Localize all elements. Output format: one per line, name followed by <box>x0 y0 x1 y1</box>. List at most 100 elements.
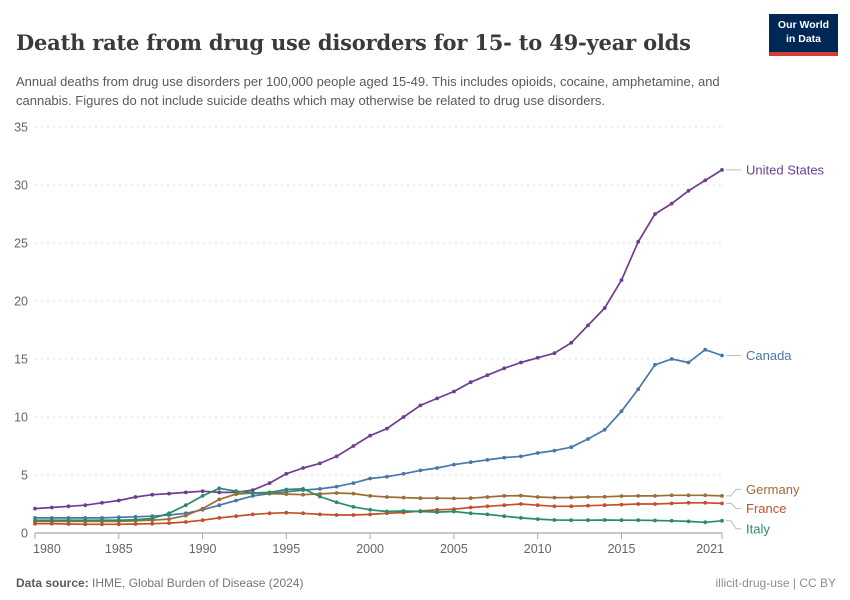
data-point <box>49 518 54 523</box>
data-point <box>267 481 272 485</box>
data-point <box>569 495 574 500</box>
data-point <box>669 493 674 498</box>
data-point <box>418 468 423 473</box>
data-point <box>686 360 691 365</box>
data-point <box>586 495 590 499</box>
y-tick-label: 10 <box>14 411 28 425</box>
series-france[interactable]: France <box>33 500 786 527</box>
data-point <box>485 458 490 462</box>
data-point <box>586 518 590 523</box>
data-point <box>452 462 456 467</box>
data-point <box>100 522 104 527</box>
data-point <box>334 484 339 489</box>
data-point <box>284 492 289 496</box>
label-connector <box>726 502 741 509</box>
data-point <box>200 518 205 523</box>
series-end-label: Italy <box>746 521 770 536</box>
data-point <box>468 505 473 510</box>
data-point <box>83 518 88 523</box>
data-point <box>83 503 88 508</box>
data-point <box>502 503 507 508</box>
data-point <box>351 505 356 509</box>
data-point <box>318 487 322 491</box>
data-point <box>368 512 372 517</box>
series-canada[interactable]: Canada <box>33 347 792 520</box>
data-point <box>301 511 305 516</box>
data-point <box>468 380 473 385</box>
data-point <box>150 516 155 521</box>
data-point <box>49 521 54 526</box>
data-point <box>552 504 557 509</box>
data-point <box>535 451 540 455</box>
series-germany[interactable]: Germany <box>33 482 800 524</box>
x-tick-label: 2015 <box>608 542 636 556</box>
data-point <box>435 466 439 470</box>
data-point <box>586 503 590 508</box>
data-point <box>133 522 138 526</box>
data-point <box>385 509 389 514</box>
chart-title: Death rate from drug use disorders for 1… <box>16 30 691 56</box>
data-point <box>569 518 574 523</box>
data-point <box>720 494 724 498</box>
data-point <box>133 495 138 499</box>
x-tick-label: 2005 <box>440 542 468 556</box>
data-point <box>552 495 557 500</box>
y-tick-label: 25 <box>14 237 28 251</box>
data-point <box>636 239 641 244</box>
data-point <box>703 500 708 505</box>
data-point <box>686 519 691 524</box>
data-point <box>519 516 523 520</box>
data-point <box>183 503 188 508</box>
series-end-label: United States <box>746 162 825 177</box>
data-point <box>418 403 423 408</box>
x-tick-label: 1990 <box>189 542 217 556</box>
data-point <box>452 509 456 514</box>
data-point <box>100 518 104 523</box>
data-point <box>385 495 389 499</box>
data-point <box>234 489 239 494</box>
license-link[interactable]: illicit-drug-use | CC BY <box>715 576 836 590</box>
data-point <box>485 495 490 499</box>
y-tick-label: 5 <box>21 469 28 483</box>
data-point <box>552 351 557 356</box>
data-point <box>368 476 372 481</box>
data-point <box>703 493 708 498</box>
data-point <box>284 471 289 476</box>
series-end-label: Canada <box>746 348 792 363</box>
data-point <box>351 491 356 496</box>
data-point <box>619 502 624 507</box>
data-point <box>569 504 574 509</box>
y-tick-label: 15 <box>14 353 28 367</box>
label-connector <box>726 520 741 530</box>
chart-subtitle: Annual deaths from drug use disorders pe… <box>16 74 720 108</box>
data-point <box>686 188 691 193</box>
data-point <box>167 521 171 525</box>
data-point <box>653 494 657 498</box>
data-point <box>569 445 574 450</box>
x-tick-label: 2021 <box>696 542 724 556</box>
data-point <box>351 444 356 448</box>
data-point <box>636 518 641 523</box>
data-point <box>720 353 724 358</box>
data-point <box>703 347 708 352</box>
data-point <box>133 514 138 519</box>
data-point <box>33 518 37 523</box>
data-point <box>602 518 607 522</box>
owid-logo[interactable]: Our World in Data <box>769 14 838 57</box>
data-point <box>133 517 138 522</box>
data-point <box>535 503 540 508</box>
series-united-states[interactable]: United States <box>33 162 825 511</box>
y-tick-label: 30 <box>14 179 28 193</box>
data-point <box>586 437 590 441</box>
x-tick-label: 1995 <box>272 542 300 556</box>
data-point <box>385 426 389 431</box>
series-italy[interactable]: Italy <box>33 486 770 536</box>
data-point <box>686 493 691 498</box>
data-point <box>519 360 523 365</box>
data-point <box>267 490 272 495</box>
data-point <box>602 494 607 499</box>
data-point <box>49 505 54 510</box>
y-tick-label: 0 <box>21 527 28 541</box>
data-point <box>401 509 406 513</box>
